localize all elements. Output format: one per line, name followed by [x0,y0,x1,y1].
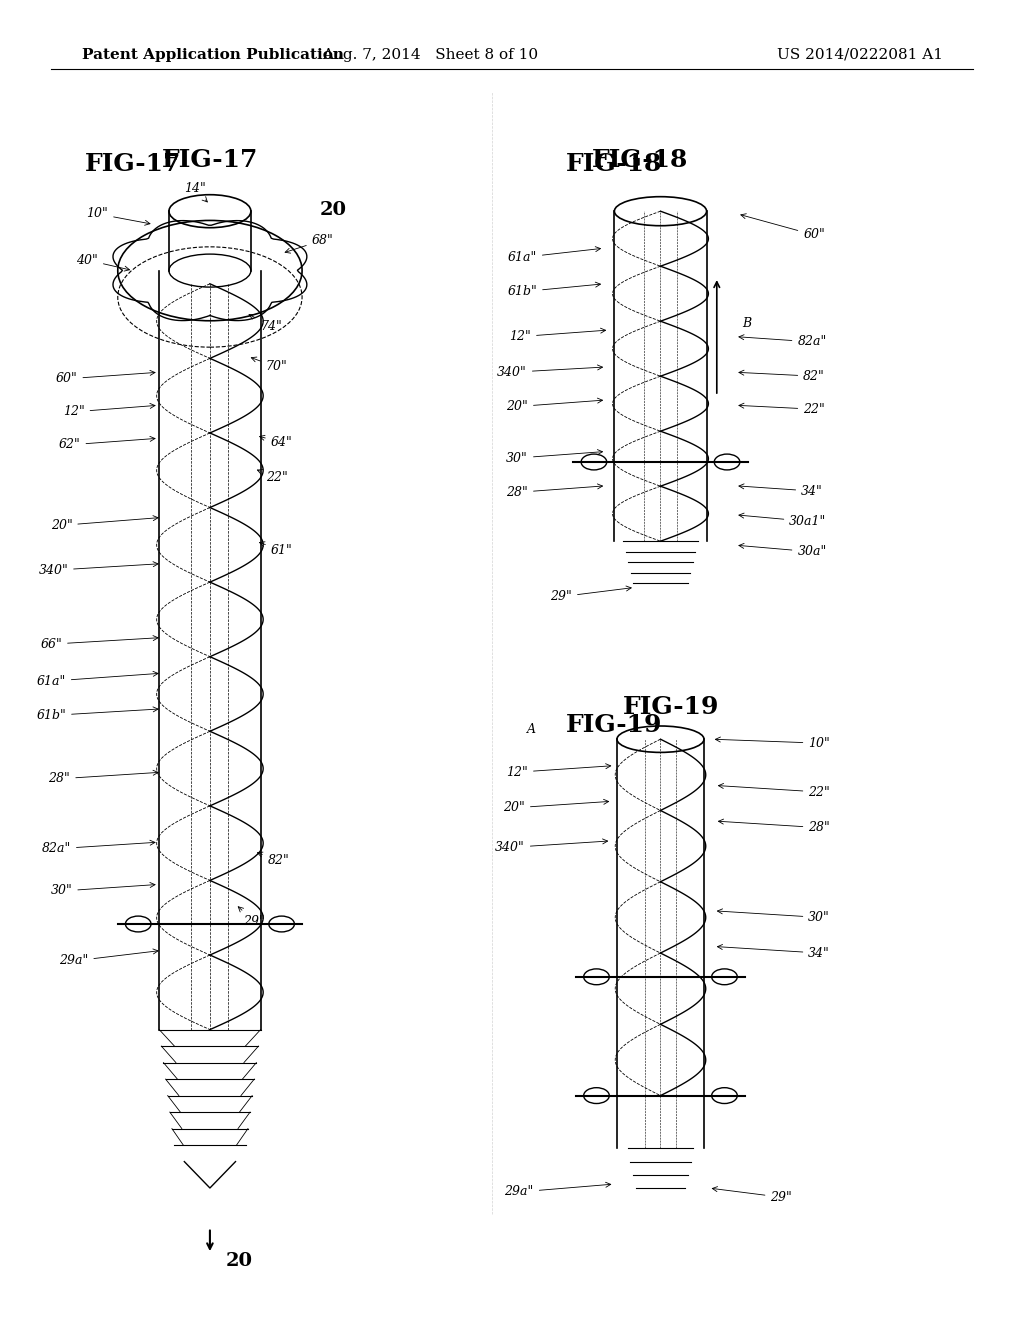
Text: Patent Application Publication: Patent Application Publication [82,48,344,62]
Text: 70": 70" [251,358,288,374]
Text: 61b": 61b" [36,708,158,722]
Ellipse shape [582,454,606,470]
Text: US 2014/0222081 A1: US 2014/0222081 A1 [777,48,943,62]
Ellipse shape [584,969,609,985]
Ellipse shape [712,969,737,985]
Text: 22": 22" [257,470,288,484]
Text: 20: 20 [225,1251,252,1270]
Text: 82": 82" [257,853,290,867]
Text: 62": 62" [58,437,155,451]
Text: 34": 34" [739,484,823,498]
Ellipse shape [715,454,739,470]
Text: 12": 12" [506,764,610,779]
Text: 60": 60" [55,371,155,385]
Text: 82a": 82a" [739,335,826,348]
Text: 34": 34" [718,945,830,960]
Text: 64": 64" [260,436,293,449]
Text: 28": 28" [48,771,158,785]
Text: FIG-18: FIG-18 [566,152,663,176]
Text: 28": 28" [719,820,830,834]
Text: 12": 12" [62,404,155,418]
Text: FIG-19: FIG-19 [566,713,663,737]
Text: A: A [527,723,537,737]
Text: 340": 340" [38,562,158,577]
Text: 82a": 82a" [42,841,155,855]
Text: 40": 40" [76,253,129,271]
Text: 30a1": 30a1" [739,513,826,528]
Text: 20: 20 [319,201,346,219]
Text: FIG-19: FIG-19 [623,696,719,719]
Text: 30": 30" [50,883,155,898]
Text: 14": 14" [183,182,207,202]
Text: 29": 29" [713,1187,793,1204]
Text: 74": 74" [249,314,283,333]
Text: 22": 22" [739,403,825,416]
Text: 29a": 29a" [59,949,158,968]
Text: 61a": 61a" [508,247,600,264]
Ellipse shape [268,916,295,932]
Ellipse shape [712,1088,737,1104]
Text: 29a": 29a" [505,1183,610,1199]
Text: 340": 340" [497,364,602,379]
Text: 10": 10" [86,207,150,226]
Text: B: B [742,317,752,330]
Text: 20": 20" [503,800,608,814]
Text: 60": 60" [740,214,825,242]
Ellipse shape [125,916,152,932]
Text: 10": 10" [716,737,830,750]
Text: 20": 20" [506,399,602,413]
Text: 61a": 61a" [37,672,158,688]
Text: 28": 28" [506,484,602,499]
Text: FIG-17: FIG-17 [85,152,181,176]
Text: 30": 30" [506,450,602,465]
Text: 20": 20" [50,516,158,532]
Text: 340": 340" [495,840,607,854]
Text: 12": 12" [509,329,605,343]
Text: 68": 68" [285,234,334,253]
Text: 30a": 30a" [739,544,826,558]
Text: 66": 66" [40,636,158,651]
Text: FIG-18: FIG-18 [592,148,688,172]
Text: 61": 61" [259,541,293,557]
Text: 82": 82" [739,370,825,383]
Text: 29": 29" [550,586,631,603]
Ellipse shape [584,1088,609,1104]
Text: FIG-17: FIG-17 [162,148,258,172]
Text: 29": 29" [239,907,265,928]
Text: 61b": 61b" [507,282,600,298]
Text: Aug. 7, 2014   Sheet 8 of 10: Aug. 7, 2014 Sheet 8 of 10 [322,48,539,62]
Text: 22": 22" [719,784,830,799]
Text: 30": 30" [718,909,830,924]
